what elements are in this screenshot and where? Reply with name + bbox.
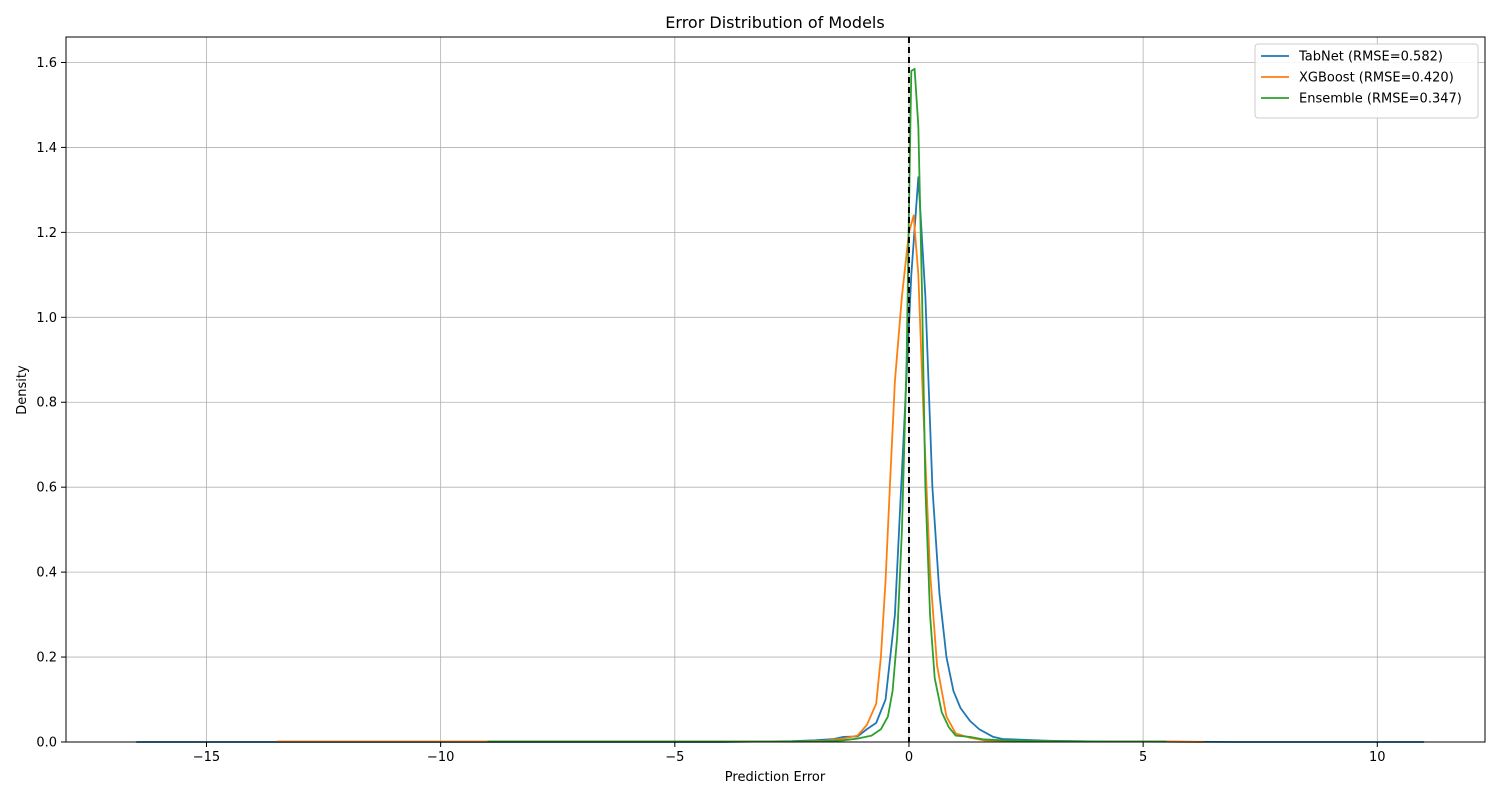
series-line-1 xyxy=(276,214,1205,743)
y-tick-label: 0.2 xyxy=(36,651,57,666)
plot-frame xyxy=(65,36,1486,743)
plot-area xyxy=(136,37,1425,743)
legend: TabNet (RMSE=0.582) XGBoost (RMSE=0.420) E… xyxy=(1254,43,1479,119)
y-tick-label: 0.0 xyxy=(36,736,57,751)
y-tick-label: 0.8 xyxy=(36,396,57,411)
x-tick-label: 5 xyxy=(1139,750,1147,765)
x-tick-label: −5 xyxy=(665,750,684,765)
y-tick-label: 1.2 xyxy=(36,226,57,241)
chart-title: Error Distribution of Models xyxy=(665,13,884,32)
legend-label: TabNet (RMSE=0.582) xyxy=(1298,50,1443,65)
y-axis-title: Density xyxy=(15,365,30,415)
y-tick-label: 0.6 xyxy=(36,481,57,496)
x-axis: −15 −10 −5 0 5 10 xyxy=(193,742,1386,765)
legend-box xyxy=(1254,43,1479,119)
x-tick-label: 0 xyxy=(905,750,913,765)
x-axis-title: Prediction Error xyxy=(725,770,826,785)
x-tick-label: −10 xyxy=(427,750,454,765)
y-tick-label: 1.0 xyxy=(36,311,57,326)
series-line-2 xyxy=(487,67,1167,743)
y-tick-label: 0.4 xyxy=(36,566,57,581)
x-tick-label: 10 xyxy=(1369,750,1386,765)
grid xyxy=(66,37,1485,743)
y-tick-label: 1.6 xyxy=(36,56,57,71)
y-axis: 0.0 0.2 0.4 0.6 0.8 1.0 1.2 1.4 1.6 xyxy=(36,56,66,751)
legend-label: Ensemble (RMSE=0.347) xyxy=(1299,92,1462,107)
x-tick-label: −15 xyxy=(193,750,220,765)
y-tick-label: 1.4 xyxy=(36,141,57,156)
legend-label: XGBoost (RMSE=0.420) xyxy=(1299,71,1454,86)
